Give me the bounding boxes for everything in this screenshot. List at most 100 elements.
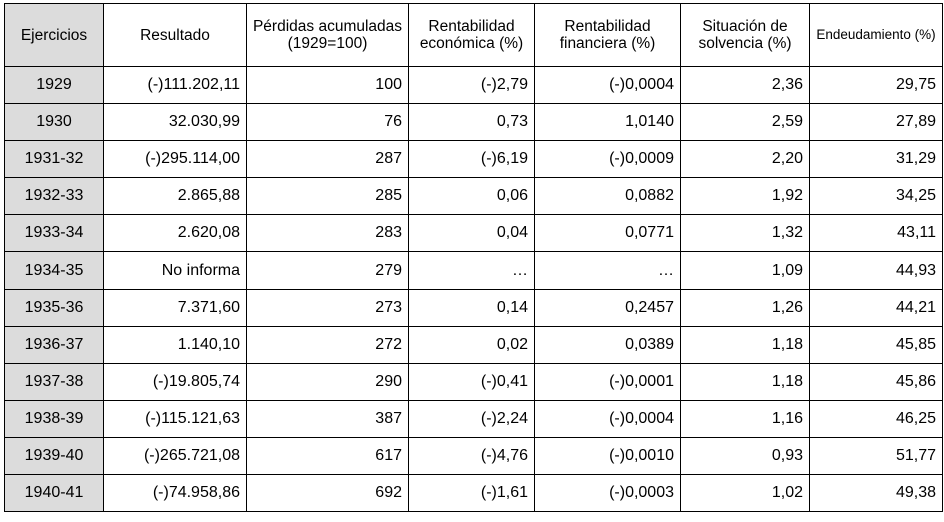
financial-ratios-table: Ejercicios Resultado Pérdidas acumuladas… [4,3,943,513]
table-row: 1933-34 2.620,08 283 0,04 0,0771 1,32 43,11 [4,214,943,253]
cell-rentabilidad-economica: (-)2,24 [408,399,535,438]
cell-perdidas-acumuladas: 285 [246,177,409,216]
header-rentabilidad-financiera: Rentabilidad financiera (%) [534,3,681,67]
table-row: 1940-41 (-)74.958,86 692 (-)1,61 (-)0,0003 1,… [4,474,943,513]
cell-situacion-solvencia: 1,32 [680,214,810,253]
table-row: 1937-38 (-)19.805,74 290 (-)0,41 (-)0,0001 1,… [4,362,943,401]
cell-situacion-solvencia: 1,16 [680,399,810,438]
cell-rentabilidad-financiera: (-)0,0004 [534,399,681,438]
table-body: 1929 (-)111.202,11 100 (-)2,79 (-)0,0004 2,36… [4,65,943,513]
cell-rentabilidad-financiera: … [534,251,681,290]
cell-ejercicio: 1937-38 [4,362,104,401]
cell-ejercicio: 1935-36 [4,288,104,327]
cell-situacion-solvencia: 1,26 [680,288,810,327]
cell-rentabilidad-economica: (-)2,79 [408,65,535,105]
cell-rentabilidad-economica: 0,73 [408,103,535,142]
cell-resultado: 2.865,88 [103,177,247,216]
header-perdidas-acumuladas: Pérdidas acumuladas (1929=100) [246,3,409,67]
cell-resultado: No informa [103,251,247,290]
cell-endeudamiento: 51,77 [809,436,943,476]
cell-situacion-solvencia: 2,59 [680,103,810,142]
cell-perdidas-acumuladas: 76 [246,103,409,142]
cell-perdidas-acumuladas: 617 [246,436,409,476]
cell-perdidas-acumuladas: 283 [246,214,409,253]
cell-situacion-solvencia: 1,18 [680,325,810,364]
cell-ejercicio: 1933-34 [4,214,104,253]
cell-resultado: (-)265.721,08 [103,436,247,476]
table-row: 1929 (-)111.202,11 100 (-)2,79 (-)0,0004 2,36… [4,65,943,105]
cell-situacion-solvencia: 2,36 [680,65,810,105]
cell-rentabilidad-financiera: 0,2457 [534,288,681,327]
cell-rentabilidad-financiera: (-)0,0003 [534,474,681,513]
table-row: 1935-36 7.371,60 273 0,14 0,2457 1,26 44,21 [4,288,943,327]
cell-rentabilidad-economica: 0,06 [408,177,535,216]
cell-rentabilidad-economica: 0,14 [408,288,535,327]
table-row: 1932-33 2.865,88 285 0,06 0,0882 1,92 34,25 [4,177,943,216]
header-row: Ejercicios Resultado Pérdidas acumuladas… [4,3,943,67]
cell-rentabilidad-economica: (-)1,61 [408,474,535,513]
cell-situacion-solvencia: 1,09 [680,251,810,290]
header-rentabilidad-economica: Rentabilidad económica (%) [408,3,535,67]
cell-ejercicio: 1938-39 [4,399,104,438]
cell-perdidas-acumuladas: 287 [246,140,409,179]
table-header: Ejercicios Resultado Pérdidas acumuladas… [4,3,943,67]
cell-endeudamiento: 27,89 [809,103,943,142]
cell-perdidas-acumuladas: 692 [246,474,409,513]
cell-situacion-solvencia: 2,20 [680,140,810,179]
table-row: 1931-32 (-)295.114,00 287 (-)6,19 (-)0,0009 2… [4,140,943,179]
cell-rentabilidad-economica: 0,04 [408,214,535,253]
cell-situacion-solvencia: 1,18 [680,362,810,401]
cell-endeudamiento: 34,25 [809,177,943,216]
cell-rentabilidad-financiera: (-)0,0009 [534,140,681,179]
cell-endeudamiento: 29,75 [809,65,943,105]
cell-perdidas-acumuladas: 290 [246,362,409,401]
table-row: 1934-35 No informa 279…… 1,09 44,93 [4,251,943,290]
cell-ejercicio: 1931-32 [4,140,104,179]
cell-rentabilidad-financiera: 0,0771 [534,214,681,253]
cell-ejercicio: 1930 [4,103,104,142]
cell-situacion-solvencia: 0,93 [680,436,810,476]
cell-endeudamiento: 45,86 [809,362,943,401]
cell-perdidas-acumuladas: 272 [246,325,409,364]
cell-endeudamiento: 45,85 [809,325,943,364]
cell-rentabilidad-economica: (-)4,76 [408,436,535,476]
table-row: 1938-39 (-)115.121,63 387 (-)2,24 (-)0,0004 1… [4,399,943,438]
cell-resultado: (-)115.121,63 [103,399,247,438]
table-row: 1939-40 (-)265.721,08 617 (-)4,76 (-)0,0010 0… [4,436,943,476]
cell-rentabilidad-financiera: 0,0882 [534,177,681,216]
cell-endeudamiento: 31,29 [809,140,943,179]
cell-rentabilidad-economica: … [408,251,535,290]
cell-ejercicio: 1939-40 [4,436,104,476]
cell-situacion-solvencia: 1,02 [680,474,810,513]
cell-rentabilidad-economica: 0,02 [408,325,535,364]
cell-perdidas-acumuladas: 273 [246,288,409,327]
cell-ejercicio: 1929 [4,65,104,105]
cell-ejercicio: 1932-33 [4,177,104,216]
cell-rentabilidad-financiera: (-)0,0001 [534,362,681,401]
cell-resultado: 7.371,60 [103,288,247,327]
cell-perdidas-acumuladas: 100 [246,65,409,105]
header-endeudamiento: Endeudamiento (%) [809,3,943,67]
cell-rentabilidad-economica: (-)6,19 [408,140,535,179]
cell-rentabilidad-financiera: (-)0,0004 [534,65,681,105]
cell-resultado: 1.140,10 [103,325,247,364]
table-row: 1936-37 1.140,10 272 0,02 0,0389 1,18 45,85 [4,325,943,364]
cell-rentabilidad-economica: (-)0,41 [408,362,535,401]
cell-resultado: 2.620,08 [103,214,247,253]
cell-rentabilidad-financiera: 0,0389 [534,325,681,364]
cell-endeudamiento: 43,11 [809,214,943,253]
cell-resultado: (-)295.114,00 [103,140,247,179]
cell-ejercicio: 1940-41 [4,474,104,513]
cell-ejercicio: 1936-37 [4,325,104,364]
cell-rentabilidad-financiera: 1,0140 [534,103,681,142]
cell-situacion-solvencia: 1,92 [680,177,810,216]
cell-perdidas-acumuladas: 387 [246,399,409,438]
table-row: 1930 32.030,99 76 0,73 1,0140 2,59 27,89 [4,103,943,142]
header-resultado: Resultado [103,3,247,67]
header-situacion-solvencia: Situación de solvencia (%) [680,3,810,67]
cell-endeudamiento: 44,21 [809,288,943,327]
cell-rentabilidad-financiera: (-)0,0010 [534,436,681,476]
cell-resultado: (-)74.958,86 [103,474,247,513]
cell-resultado: (-)19.805,74 [103,362,247,401]
cell-endeudamiento: 46,25 [809,399,943,438]
